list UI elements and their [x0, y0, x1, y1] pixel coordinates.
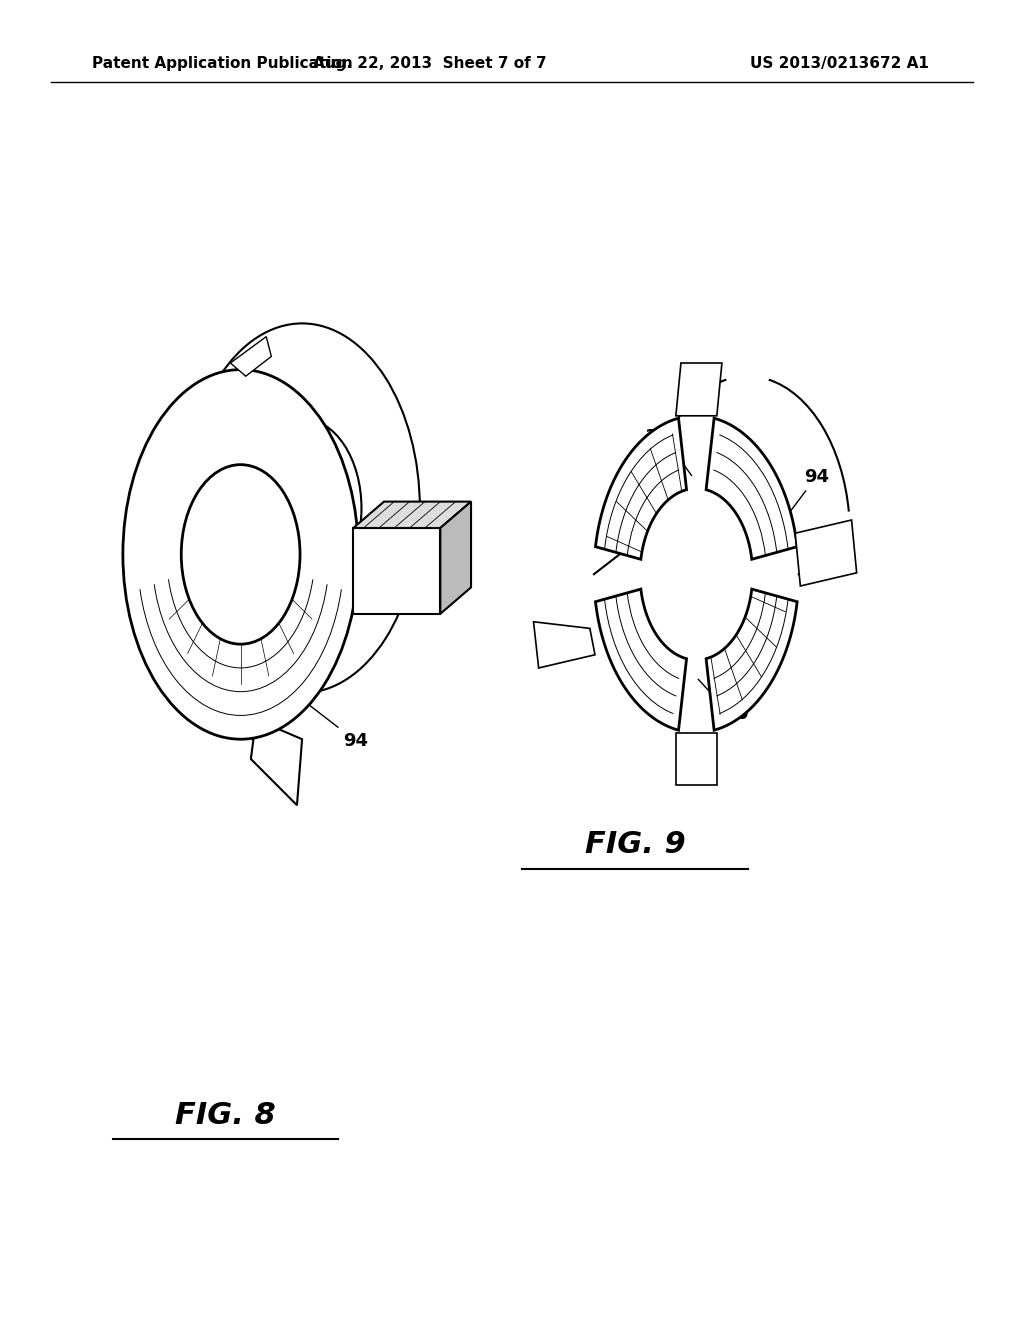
Text: Patent Application Publication: Patent Application Publication	[92, 55, 353, 71]
Ellipse shape	[181, 465, 300, 644]
Polygon shape	[353, 528, 440, 614]
Text: US 2013/0213672 A1: US 2013/0213672 A1	[751, 55, 929, 71]
Polygon shape	[676, 733, 717, 785]
Text: 98: 98	[303, 461, 343, 528]
Text: FIG. 8: FIG. 8	[175, 1101, 275, 1130]
Text: FIG. 9: FIG. 9	[585, 830, 685, 859]
Text: 96: 96	[225, 414, 250, 466]
Polygon shape	[230, 337, 271, 376]
Polygon shape	[707, 418, 797, 560]
Ellipse shape	[123, 370, 358, 739]
Polygon shape	[596, 589, 686, 730]
Polygon shape	[707, 589, 797, 730]
Polygon shape	[353, 502, 471, 528]
Polygon shape	[440, 502, 471, 614]
Polygon shape	[676, 363, 722, 416]
Text: 100: 100	[698, 680, 750, 723]
Polygon shape	[596, 418, 686, 560]
Text: Aug. 22, 2013  Sheet 7 of 7: Aug. 22, 2013 Sheet 7 of 7	[313, 55, 547, 71]
Polygon shape	[534, 622, 595, 668]
Text: 100: 100	[645, 428, 691, 475]
Polygon shape	[796, 520, 857, 586]
Text: 94: 94	[766, 467, 828, 544]
Polygon shape	[251, 719, 302, 805]
Text: 96: 96	[148, 441, 178, 502]
Text: 94: 94	[259, 667, 368, 750]
